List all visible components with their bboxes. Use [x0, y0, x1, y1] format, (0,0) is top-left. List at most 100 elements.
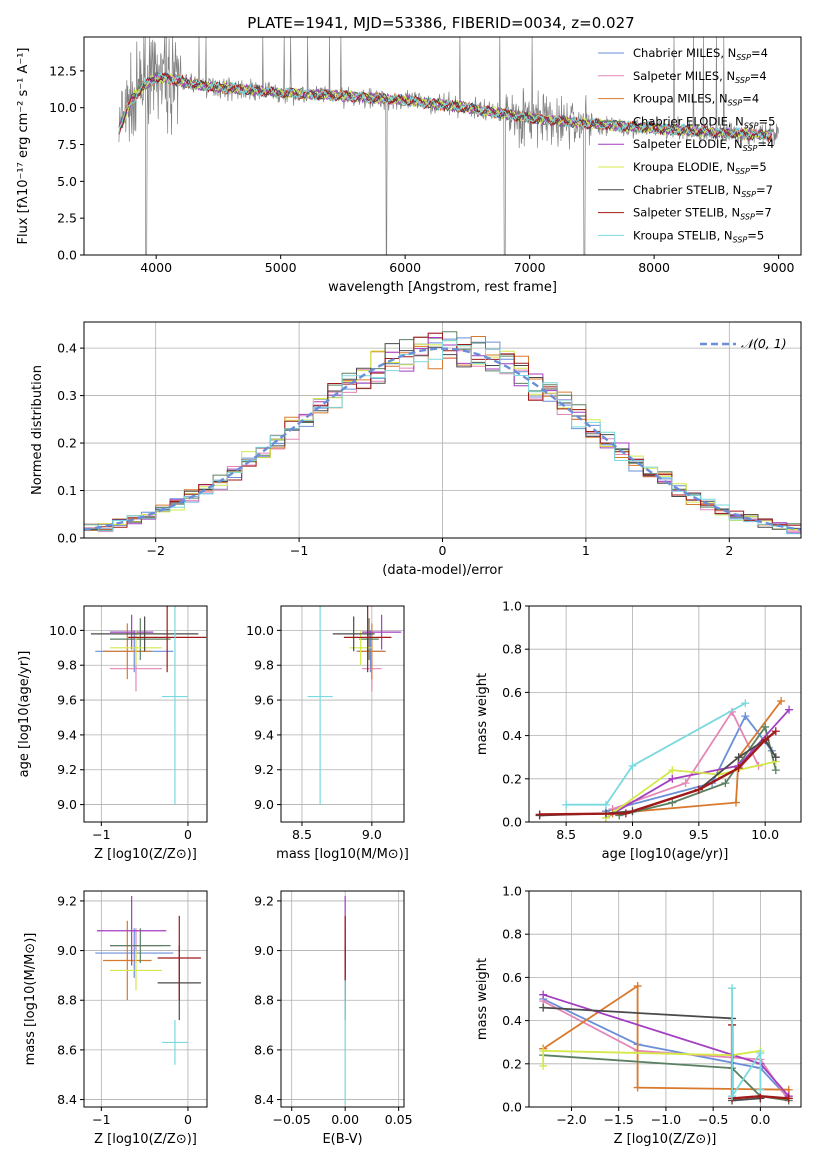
model-line-salpeter_stelib — [118, 72, 773, 143]
plot-area-age-vs-Z — [90, 606, 207, 805]
y-tick-label: 0.0 — [502, 1100, 522, 1115]
panel-age-vs-mass: 8.5 9.0 9.0 9.2 9.4 9.6 9.8 10.0 mass [log10(M/M… — [246, 605, 409, 862]
weight-marker-kroupa_stelib — [741, 699, 750, 708]
y-tick-label: 0.3 — [57, 388, 77, 403]
weight-marker-kroupa_elodie — [539, 1061, 548, 1070]
weight-marker-kroupa_stelib — [628, 761, 637, 770]
y-tick-label: 0.6 — [502, 970, 522, 985]
x-axis-label: mass [log10(M/M⊙)] — [276, 847, 409, 862]
axes-frame — [83, 605, 208, 823]
plot-area-age-vs-mass — [307, 606, 402, 805]
y-tick-label: 0.1 — [57, 483, 77, 498]
histogram-step-kroupa_stelib — [84, 340, 801, 535]
x-tick-label: 0.0 — [750, 1112, 770, 1127]
axes-frame — [280, 890, 405, 1108]
weight-marker-kroupa_stelib — [728, 1092, 737, 1101]
y-tick-label: 9.2 — [254, 762, 274, 777]
x-tick-label: 7000 — [514, 260, 546, 275]
weight-marker-chabrier_elodie — [721, 779, 730, 788]
x-axis-label: Z [log10(Z/Z⊙)] — [614, 1132, 717, 1147]
y-axis-label: age [log10(age/yr)] — [17, 651, 32, 778]
x-tick-label: 0 — [439, 543, 447, 558]
x-tick-label: 0.05 — [385, 1112, 413, 1127]
y-tick-label: 0.2 — [502, 1056, 522, 1071]
legend-label-kroupa_miles: Kroupa MILES, NSSP=4 — [633, 92, 759, 108]
weight-line-salpeter_elodie — [605, 709, 790, 819]
y-tick-label: 8.6 — [57, 1042, 77, 1057]
histogram-step-salpeter_stelib — [84, 332, 801, 528]
weight-marker-chabrier_stelib — [539, 1003, 548, 1012]
plot-area-spectrum — [118, 37, 779, 255]
weight-marker-kroupa_stelib — [728, 984, 737, 993]
y-tick-label: 0.4 — [57, 341, 77, 356]
y-tick-label: 9.2 — [57, 762, 77, 777]
y-tick-label: 5.0 — [57, 174, 77, 189]
weight-marker-salpeter_elodie — [785, 705, 794, 714]
axes-frame — [528, 605, 802, 823]
model-line-kroupa_stelib — [118, 71, 773, 142]
y-tick-label: 0.6 — [502, 685, 522, 700]
y-tick-label: 12.5 — [49, 63, 77, 78]
y-axis-label: Normed distribution — [30, 365, 45, 495]
x-tick-label: −1 — [290, 543, 308, 558]
y-tick-label: 2.5 — [57, 211, 77, 226]
panel-age-vs-Z: −1 0 9.0 9.2 9.4 9.6 9.8 10.0 Z [log10(Z/Z⊙)] age… — [17, 605, 208, 862]
weight-marker-salpeter_elodie — [668, 774, 677, 783]
y-tick-label: 0.8 — [502, 927, 522, 942]
weight-marker-salpeter_stelib — [761, 735, 770, 744]
x-tick-label: 0 — [184, 1112, 192, 1127]
y-tick-label: 8.8 — [254, 993, 274, 1008]
plot-area-residual-hist — [84, 331, 801, 535]
weight-line-kroupa_stelib — [566, 702, 746, 806]
y-tick-label: 8.8 — [57, 993, 77, 1008]
weight-marker-chabrier_elodie — [761, 722, 770, 731]
panel-residual-hist: −2 −1 0 1 2 0.0 0.1 0.2 0.3 0.4 (data-model)/error… — [30, 321, 802, 578]
y-tick-label: 8.6 — [254, 1042, 274, 1057]
y-tick-label: 9.0 — [254, 797, 274, 812]
legend-label-salpeter_elodie: Salpeter ELODIE, NSSP=4 — [633, 137, 774, 153]
weight-marker-kroupa_miles — [731, 798, 740, 807]
x-tick-label: −2.0 — [556, 1112, 586, 1127]
y-tick-label: 8.4 — [57, 1092, 77, 1107]
legend-label-chabrier_elodie: Chabrier ELODIE, NSSP=5 — [633, 114, 775, 130]
weight-line-kroupa_elodie — [542, 1049, 761, 1066]
x-tick-label: 8000 — [638, 260, 670, 275]
plot-area-weight-vs-age — [535, 697, 794, 822]
plot-area-weight-vs-Z — [539, 982, 793, 1105]
weight-marker-kroupa_elodie — [539, 1046, 548, 1055]
weight-marker-chabrier_stelib — [771, 753, 780, 762]
x-axis-label: Z [log10(Z/Z⊙)] — [94, 847, 197, 862]
x-tick-label: 5000 — [265, 260, 297, 275]
y-tick-label: 0.2 — [502, 771, 522, 786]
weight-line-salpeter_miles — [612, 709, 760, 810]
panel-mass-vs-ebv: −0.05 0.00 0.05 8.4 8.6 8.8 9.0 9.2 E(B-V) — [254, 890, 413, 1147]
x-tick-label: −2 — [146, 543, 164, 558]
x-tick-label: 8.5 — [292, 827, 312, 842]
x-axis-label: age [log10(age/yr)] — [602, 847, 729, 862]
weight-marker-chabrier_elodie — [771, 766, 780, 775]
weight-marker-salpeter_stelib — [694, 785, 703, 794]
x-tick-label: 0.00 — [331, 1112, 359, 1127]
y-tick-label: 9.6 — [57, 693, 77, 708]
y-tick-label: 0.8 — [502, 642, 522, 657]
legend-label-kroupa_stelib: Kroupa STELIB, NSSP=5 — [633, 228, 764, 244]
y-tick-label: 9.0 — [254, 943, 274, 958]
x-tick-label: 1 — [582, 543, 590, 558]
weight-line-kroupa_stelib — [731, 988, 762, 1100]
x-axis-label: wavelength [Angstrom, rest frame] — [328, 280, 557, 295]
weight-line-chabrier_miles — [542, 998, 790, 1100]
x-axis-label: Z [log10(Z/Z⊙)] — [94, 1132, 197, 1147]
panel-weight-vs-age: 8.5 9.0 9.5 10.0 0.0 0.2 0.4 0.6 0.8 1.0 age [log1… — [475, 599, 802, 862]
y-tick-label: 9.0 — [57, 797, 77, 812]
weight-marker-salpeter_stelib — [535, 810, 544, 819]
x-tick-label: 0 — [184, 827, 192, 842]
y-tick-label: 0.0 — [57, 248, 77, 263]
legend-label-chabrier_stelib: Chabrier STELIB, NSSP=7 — [633, 183, 773, 199]
y-tick-label: 9.4 — [57, 727, 77, 742]
x-tick-label: 10.0 — [751, 827, 779, 842]
panel-spectrum: 4000 5000 6000 7000 8000 9000 0.0 2.5 5.0 7.5 10.0… — [16, 36, 802, 295]
weight-marker-salpeter_stelib — [771, 727, 780, 736]
x-tick-label: −0.05 — [273, 1112, 311, 1127]
y-axis-label: mass weight — [475, 958, 490, 1040]
